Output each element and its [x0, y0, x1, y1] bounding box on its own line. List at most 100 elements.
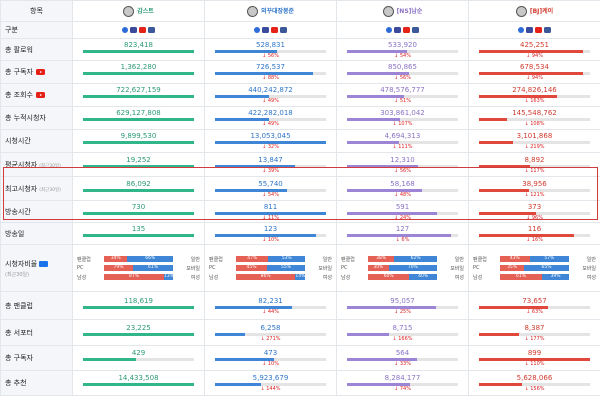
metric-value: 13,053,045 [250, 132, 291, 140]
facebook-icon[interactable] [148, 27, 155, 33]
streamer-header-1[interactable]: 감스트 [72, 0, 205, 22]
info-icon[interactable] [39, 260, 49, 267]
afreeca-icon[interactable] [254, 27, 260, 33]
metric-bar-fill [83, 305, 194, 309]
ratio-left-label: PC [77, 265, 84, 271]
metric-cell: 528,831 ↓ 56% [204, 38, 337, 61]
metric-value: 58,168 [390, 179, 415, 188]
metric-percent: ↓ 110% [524, 361, 545, 367]
metric-label: 총 조회수 [5, 91, 33, 99]
metric-percent: ↓ 163% [524, 98, 545, 104]
metric-value: 678,534 [520, 63, 549, 71]
metric-bar [83, 118, 194, 121]
metric-bar-fill [215, 305, 292, 309]
viewer-ratio-row: 시청자비율 (최근30일) 팬클럽 34% 66% 일반 PC 79% 61% 모바일 남성 87% 1… [0, 244, 600, 292]
metric-percent [77, 215, 200, 222]
ratio-left-label: 팬클럽 [209, 256, 223, 263]
metric-bar [479, 305, 590, 309]
youtube-icon[interactable] [535, 27, 542, 33]
metric-bar-fill [83, 383, 194, 386]
metric-row: 총 팔로워 823,418 528,831 ↓ 56% 533,920 ↓ 54% 425… [0, 38, 600, 61]
metric-percent: ↓ 56% [394, 75, 411, 81]
metric-value: 145,548,762 [512, 109, 557, 117]
metric-value: 73,657 [522, 296, 547, 305]
metric-bar [83, 305, 194, 309]
afreeca-icon[interactable] [122, 27, 128, 33]
metric-percent: ↓ 121% [524, 191, 545, 198]
ratio-left-label: PC [473, 265, 480, 271]
afreeca-icon[interactable] [518, 27, 524, 33]
metric-cell: 899 ↓ 110% [468, 345, 600, 371]
metric-value: 127 [395, 224, 410, 233]
metric-value: 440,242,872 [248, 86, 293, 94]
metric-cell: 12,310 ↓ 56% [336, 152, 469, 177]
metric-bar-fill [215, 72, 313, 75]
streamer-header-4[interactable]: [BJ]케이 [468, 0, 600, 22]
metric-label: 방송시간 [5, 207, 31, 216]
metric-bar [215, 188, 326, 192]
header-label: 항목 [30, 7, 43, 15]
metric-bar [83, 141, 194, 144]
metric-cell: 127 ↓ 6% [336, 222, 469, 245]
metric-value: 23,225 [126, 323, 151, 332]
metric-bar [479, 332, 590, 336]
youtube-icon[interactable] [139, 27, 146, 33]
metric-cell: 58,168 ↓ 48% [336, 176, 469, 201]
facebook-icon[interactable] [412, 27, 419, 33]
ratio-cell: 팬클럽 43% 57% 일반 PC 35% 65% 모바일 남성 61% 39% 여성 [468, 244, 600, 292]
metric-bar-fill [347, 141, 400, 144]
metric-bar [215, 305, 326, 309]
metric-bar-fill [479, 141, 514, 144]
metric-percent: ↓ 48% [394, 191, 411, 198]
ratio-grid: 팬클럽 43% 57% 일반 PC 35% 65% 모바일 남성 61% 39% 여성 [473, 254, 596, 283]
streamer-name[interactable]: [BJ]케이 [529, 7, 554, 15]
metric-bar [215, 141, 326, 144]
ratio-bar-left: 79% [104, 265, 133, 271]
afreeca-icon[interactable] [386, 27, 392, 33]
metric-bar-fill [347, 211, 437, 215]
metric-label: 총 추천 [5, 379, 27, 387]
metric-value: 811 [263, 202, 278, 211]
metric-row: 총 누적시청자 629,127,808 422,282,018 ↓ 49% 303,8… [0, 106, 600, 130]
metric-bar-fill [347, 188, 423, 192]
metric-cell: 8,892 ↓ 117% [468, 152, 600, 177]
ratio-right-label: 모바일 [186, 265, 200, 272]
header-label-cell: 항목 [0, 0, 73, 22]
ratio-left-label: 남성 [473, 274, 483, 281]
metric-value: 38,956 [522, 179, 547, 188]
metric-bar-fill [83, 49, 194, 53]
metric-percent: ↓ 10% [262, 236, 279, 243]
ratio-bar-left: 35% [500, 265, 525, 271]
metric-bar [347, 141, 458, 144]
streamer-name[interactable]: 외꾸대장봉준 [260, 7, 295, 15]
metric-bar [83, 233, 194, 237]
metric-cell: 86,092 [72, 176, 205, 201]
twitch-icon[interactable] [394, 27, 401, 33]
streamer-name[interactable]: 감스트 [137, 7, 154, 15]
facebook-icon[interactable] [280, 27, 287, 33]
ratio-left-label: 남성 [77, 274, 87, 281]
twitch-icon[interactable] [262, 27, 269, 33]
metric-label: 최고시청자 [5, 184, 38, 193]
streamer-name[interactable]: [NS]남순 [396, 7, 423, 15]
twitch-icon[interactable] [130, 27, 137, 33]
twitch-icon[interactable] [526, 27, 533, 33]
metric-percent: ↓ 32% [262, 144, 279, 150]
ratio-bar-right: 57% [529, 256, 569, 262]
header-row: 항목 감스트 외꾸대장봉준 [NS]남순 [BJ]케이 [0, 0, 600, 22]
metric-bar-fill [479, 72, 584, 75]
ratio-bar: 79% 61% [104, 265, 173, 271]
youtube-icon[interactable] [403, 27, 410, 33]
metric-cell: 73,657 ↓ 63% [468, 291, 600, 320]
metric-label-cell: 시청시간 [0, 129, 73, 153]
streamer-header-3[interactable]: [NS]남순 [336, 0, 469, 22]
metric-value: 533,920 [388, 40, 417, 49]
facebook-icon[interactable] [544, 27, 551, 33]
youtube-icon[interactable] [271, 27, 278, 33]
metric-value: 722,627,159 [116, 86, 161, 94]
metric-cell: 533,920 ↓ 54% [336, 38, 469, 61]
ratio-bar-left: 34% [104, 256, 128, 262]
streamer-header-2[interactable]: 외꾸대장봉준 [204, 0, 337, 22]
metric-percent: ↓ 96% [526, 214, 543, 221]
